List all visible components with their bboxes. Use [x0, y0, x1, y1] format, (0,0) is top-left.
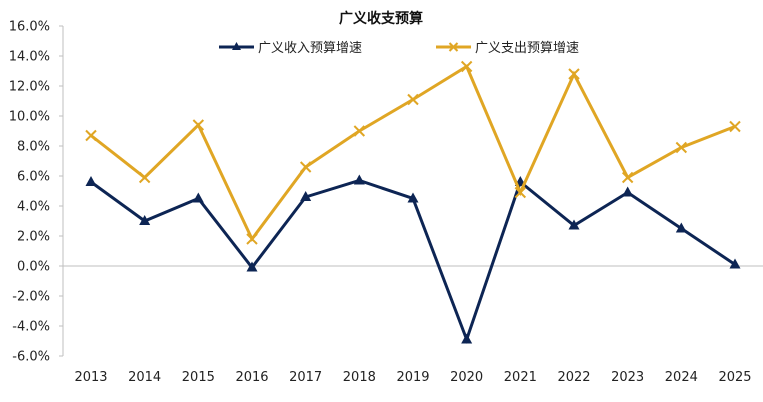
data-point-triangle: [192, 192, 204, 203]
y-tick-label: 14.0%: [9, 50, 50, 65]
y-tick-label: 0.0%: [17, 260, 50, 275]
data-point-triangle: [622, 186, 634, 197]
data-point-x: [138, 171, 151, 184]
data-point-x: [729, 120, 741, 133]
data-point-triangle: [729, 258, 741, 269]
y-tick-label: 10.0%: [9, 110, 50, 125]
x-tick-label: 2023: [611, 370, 644, 385]
legend: 广义收入预算增速 广义支出预算增速: [219, 41, 579, 56]
x-tick-label: 2017: [289, 370, 322, 385]
y-tick-label: 4.0%: [17, 200, 50, 215]
x-tick-label: 2020: [450, 370, 483, 385]
data-point-x: [192, 119, 205, 131]
x-tick-label: 2024: [665, 370, 698, 385]
data-point-triangle: [85, 176, 97, 186]
series-layer: [85, 60, 741, 344]
data-point-triangle: [461, 333, 473, 344]
legend-marker-triangle: [232, 42, 241, 50]
legend-label: 广义支出预算增速: [475, 41, 579, 56]
chart-title: 广义收支预算: [339, 10, 423, 27]
y-tick-label: 2.0%: [17, 230, 50, 245]
x-axis: 2013 2014 2015 2016 2017 2018 2019 2020 2021 2022…: [63, 265, 763, 385]
legend-label: 广义收入预算增速: [258, 41, 362, 56]
data-point-x: [621, 171, 634, 184]
data-point-x: [299, 161, 312, 173]
legend-item-2: 广义支出预算增速: [436, 41, 579, 56]
y-tick-label: -6.0%: [12, 350, 50, 365]
y-axis: 16.0% 14.0% 12.0% 10.0% 8.0% 6.0% 4.0% 2.0% 0.0%…: [9, 20, 64, 365]
data-point-x: [353, 125, 366, 137]
data-point-triangle: [246, 261, 258, 272]
x-tick-label: 2018: [343, 370, 376, 385]
y-tick-label: 16.0%: [9, 20, 50, 35]
x-tick-label: 2025: [718, 370, 751, 385]
x-tick-label: 2014: [128, 370, 161, 385]
x-tick-label: 2013: [74, 370, 107, 385]
data-point-triangle: [675, 222, 687, 233]
y-tick-label: -4.0%: [12, 320, 50, 335]
y-tick-label: 8.0%: [17, 140, 50, 155]
data-point-x: [568, 68, 580, 80]
x-tick-label: 2019: [396, 370, 429, 385]
data-point-x: [246, 233, 258, 245]
data-point-x: [460, 60, 473, 73]
data-point-x: [85, 129, 97, 142]
data-point-triangle: [300, 191, 312, 201]
x-tick-label: 2015: [182, 370, 215, 385]
x-tick-label: 2021: [504, 370, 537, 385]
data-point-x: [675, 141, 688, 154]
series-line-2: [90, 64, 736, 242]
data-point-triangle: [407, 192, 419, 203]
data-point-triangle: [353, 174, 365, 185]
data-point-triangle: [139, 215, 151, 225]
series-line-1: [90, 178, 736, 344]
y-tick-label: 6.0%: [17, 170, 50, 185]
y-tick-label: -2.0%: [12, 290, 50, 305]
data-point-x: [514, 186, 527, 199]
legend-item-1: 广义收入预算增速: [219, 41, 362, 56]
legend-marker-x: [448, 42, 459, 52]
data-point-x: [407, 93, 419, 106]
x-tick-label: 2022: [557, 370, 590, 385]
x-tick-label: 2016: [235, 370, 268, 385]
data-point-triangle: [568, 219, 580, 230]
y-tick-label: 12.0%: [9, 80, 50, 95]
